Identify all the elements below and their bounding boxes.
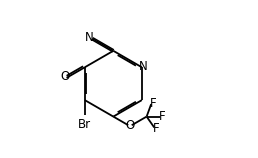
Text: O: O bbox=[126, 119, 135, 132]
Text: Br: Br bbox=[78, 118, 91, 131]
Text: N: N bbox=[139, 60, 148, 73]
Text: F: F bbox=[149, 97, 156, 110]
Text: O: O bbox=[60, 70, 69, 83]
Text: N: N bbox=[85, 31, 94, 44]
Text: F: F bbox=[158, 110, 165, 123]
Text: F: F bbox=[152, 122, 159, 135]
